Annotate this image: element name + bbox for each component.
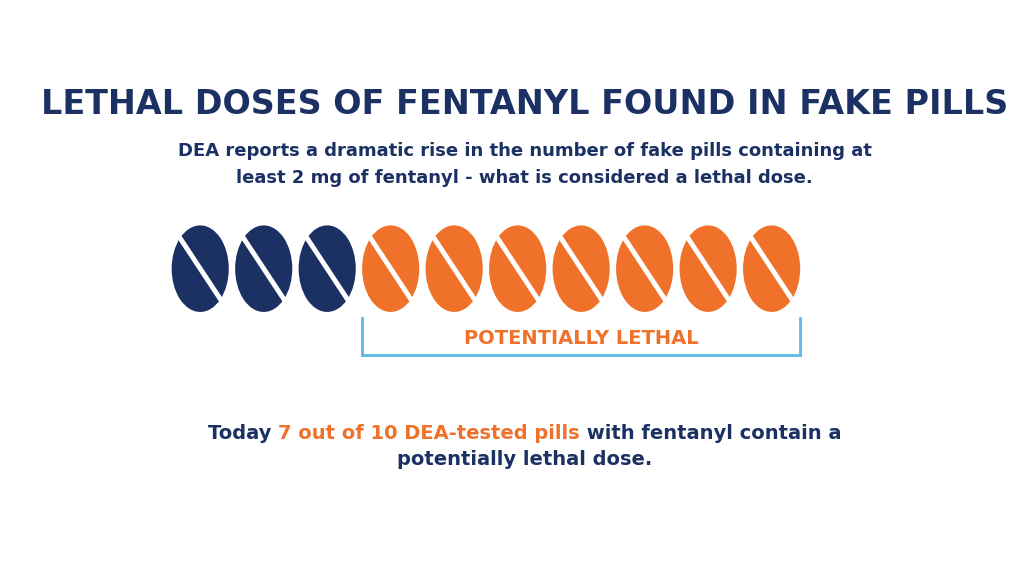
Ellipse shape [553, 225, 609, 312]
Text: 7 out of 10 DEA-tested pills: 7 out of 10 DEA-tested pills [279, 424, 580, 443]
Text: LETHAL DOSES OF FENTANYL FOUND IN FAKE PILLS: LETHAL DOSES OF FENTANYL FOUND IN FAKE P… [41, 88, 1009, 121]
Ellipse shape [172, 225, 228, 312]
Text: Today: Today [208, 424, 279, 443]
Text: potentially lethal dose.: potentially lethal dose. [397, 450, 652, 469]
Ellipse shape [362, 225, 419, 312]
Ellipse shape [743, 225, 800, 312]
Ellipse shape [236, 225, 292, 312]
Text: with fentanyl contain a: with fentanyl contain a [580, 424, 842, 443]
Ellipse shape [616, 225, 673, 312]
Ellipse shape [426, 225, 482, 312]
Ellipse shape [680, 225, 736, 312]
Text: DEA reports a dramatic rise in the number of fake pills containing at
least 2 mg: DEA reports a dramatic rise in the numbe… [178, 142, 871, 187]
Text: POTENTIALLY LETHAL: POTENTIALLY LETHAL [464, 329, 698, 348]
Ellipse shape [299, 225, 355, 312]
Ellipse shape [489, 225, 546, 312]
